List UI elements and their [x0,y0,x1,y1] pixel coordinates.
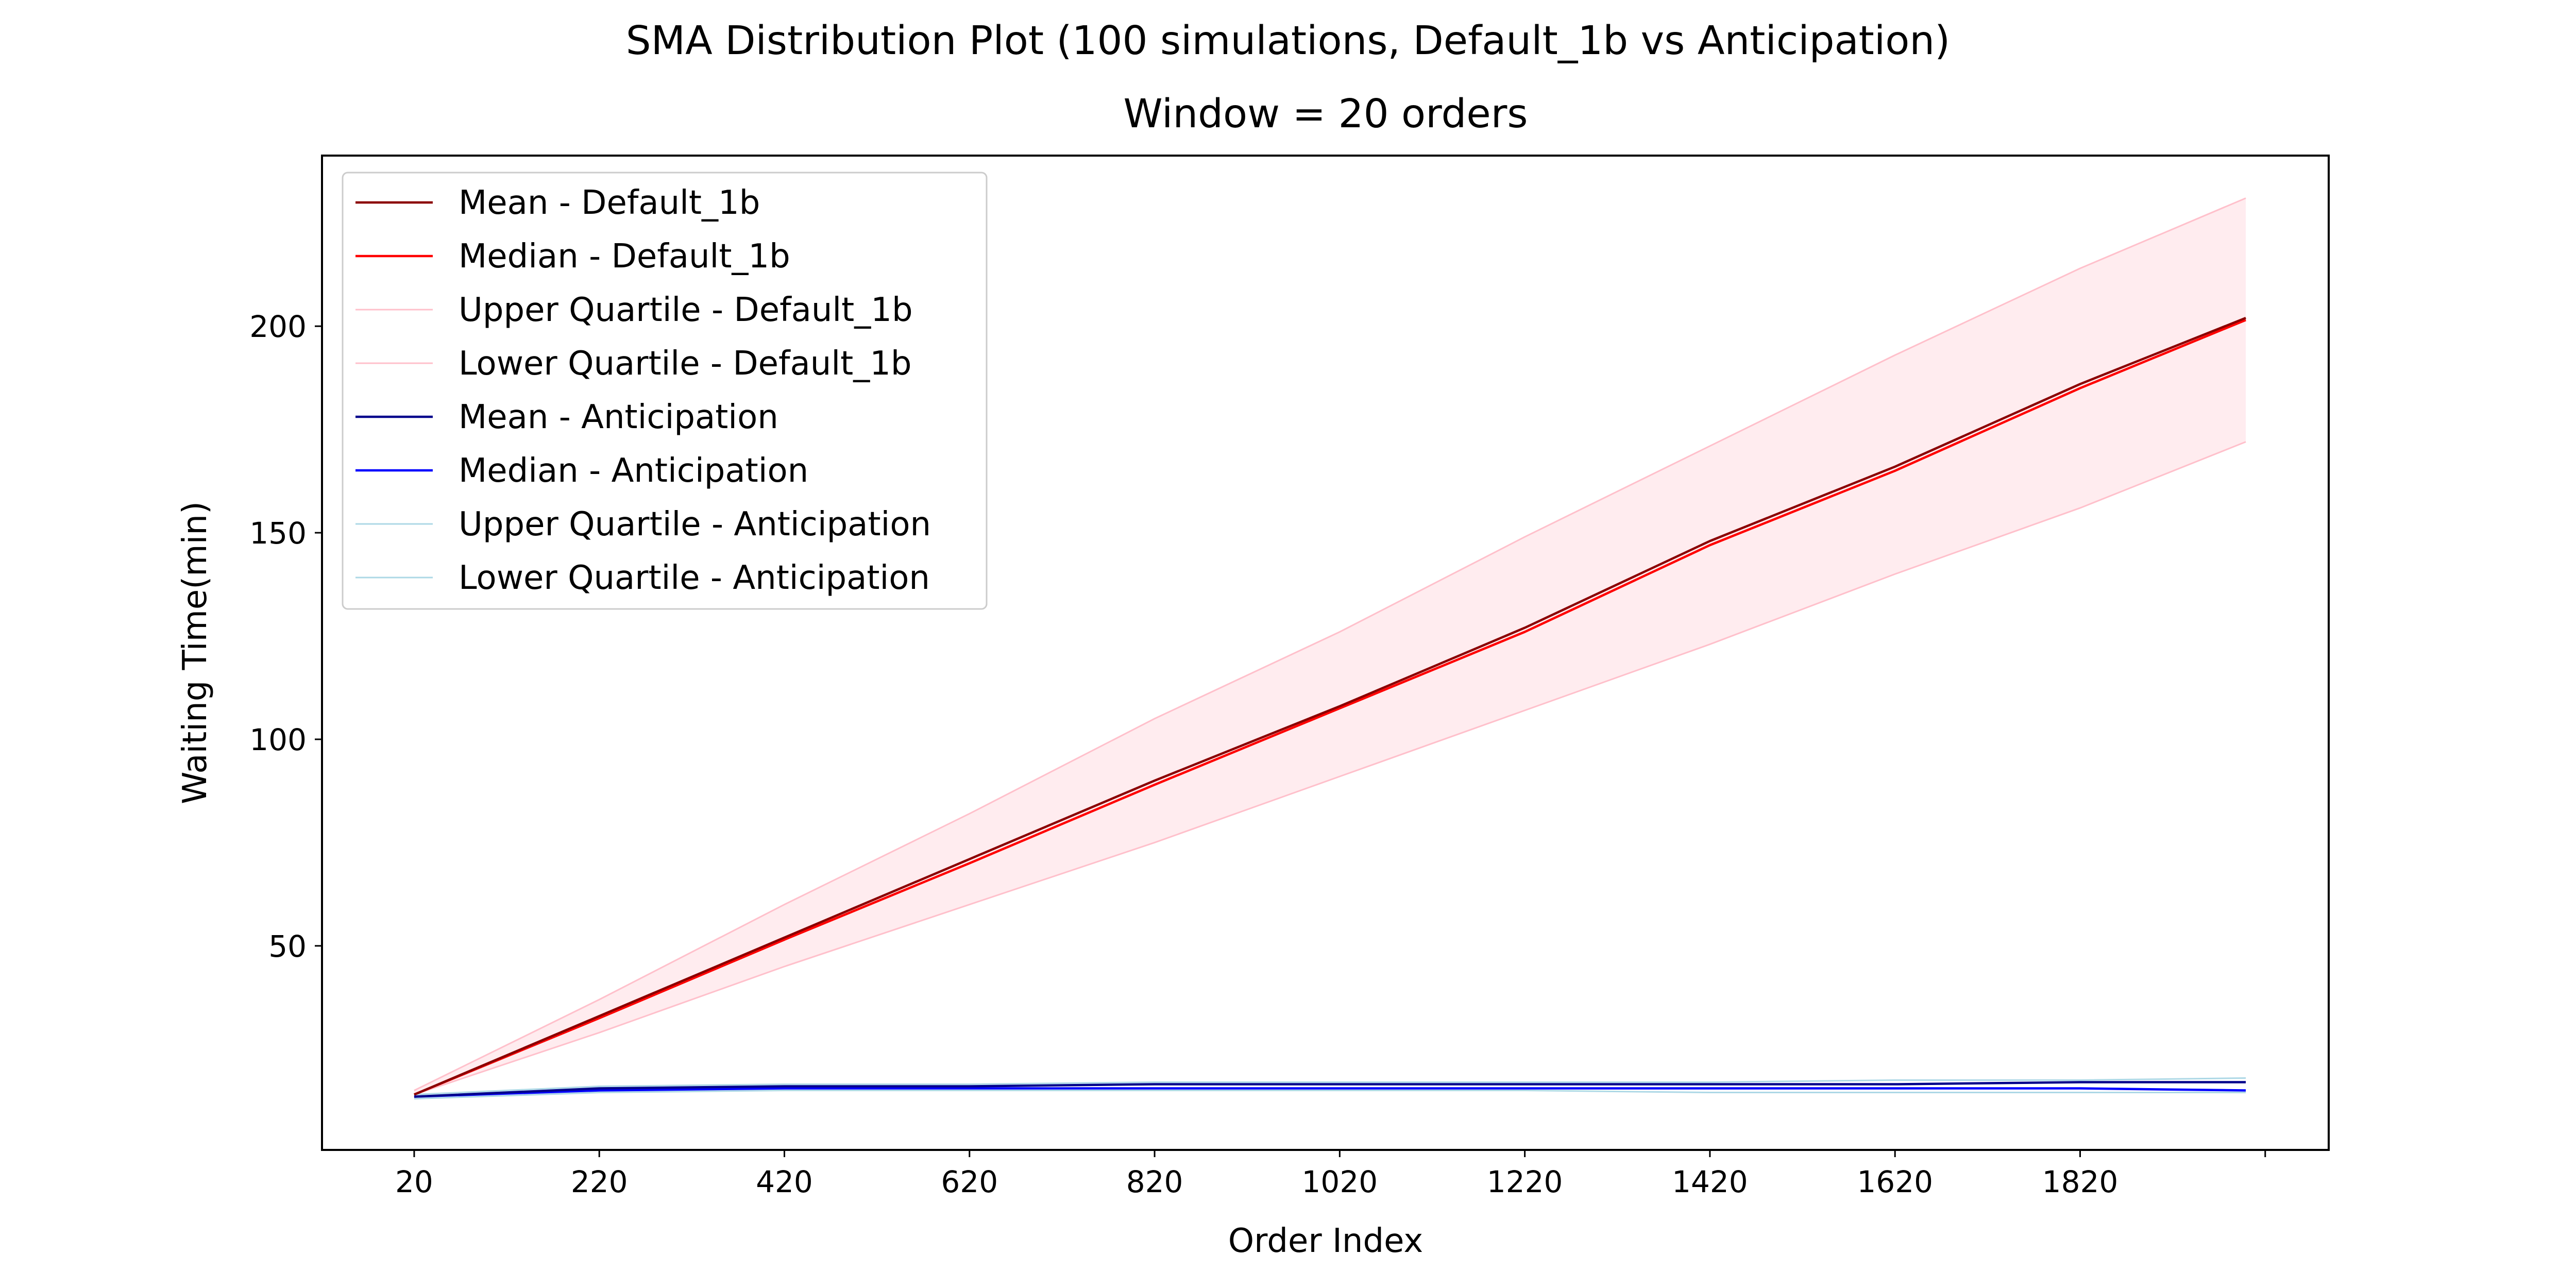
series-line-median-default-1b [414,319,2246,1096]
legend-label-median-default-1b: Median - Default_1b [459,238,790,276]
series-line-upper-quartile-anticipation [414,1077,2246,1096]
x-axis-label: Order Index [1228,1222,1423,1260]
y-axis-label: Waiting Time(min) [176,501,214,804]
quartile-band [414,198,2246,1095]
legend: Mean - Default_1b Median - Default_1b Uppe… [342,172,988,610]
x-tick-label: 620 [941,1164,998,1199]
legend-label-mean-default-1b: Mean - Default_1b [459,184,760,222]
y-tick-label: 150 [249,516,307,551]
series-line-lower-quartile-anticipation [414,1090,2246,1100]
series-line-lower-quartile-default-1b [414,441,2246,1095]
x-tick-label: 20 [395,1164,433,1199]
chart-title: Window = 20 orders [1124,91,1528,137]
x-tick-label: 1420 [1672,1164,1748,1199]
series-line-upper-quartile-default-1b [414,197,2246,1091]
series-line-mean-default-1b [414,317,2246,1096]
x-tick-label: 1220 [1487,1164,1563,1199]
legend-label-lower-quartile-default-1b: Lower Quartile - Default_1b [459,345,912,383]
plot-area [414,197,2246,1100]
x-tick-label: 420 [756,1164,813,1199]
axes-frame [321,155,2330,1151]
y-tick-label: 200 [249,309,307,344]
x-tick-label: 1820 [2042,1164,2119,1199]
x-tick-label: 820 [1126,1164,1183,1199]
series-line-median-anticipation [414,1087,2246,1098]
x-tick-label: 1020 [1302,1164,1378,1199]
legend-label-upper-quartile-default-1b: Upper Quartile - Default_1b [459,291,913,329]
x-axis: 20 220 420 620 820 1020 1220 1420 1620 1820 [395,1150,2266,1199]
y-tick-label: 50 [268,929,307,964]
y-axis: 50 100 150 200 [249,309,322,964]
figure-suptitle: SMA Distribution Plot (100 simulations, … [626,18,1950,64]
y-tick-label: 100 [249,722,307,757]
series-line-mean-anticipation [414,1081,2246,1098]
legend-label-median-anticipation: Median - Anticipation [459,452,808,490]
legend-box [342,172,988,610]
legend-label-upper-quartile-anticipation: Upper Quartile - Anticipation [459,505,931,544]
legend-label-mean-anticipation: Mean - Anticipation [459,398,778,436]
legend-label-lower-quartile-anticipation: Lower Quartile - Anticipation [459,559,930,597]
x-tick-label: 1620 [1857,1164,1933,1199]
x-tick-label: 220 [571,1164,628,1199]
